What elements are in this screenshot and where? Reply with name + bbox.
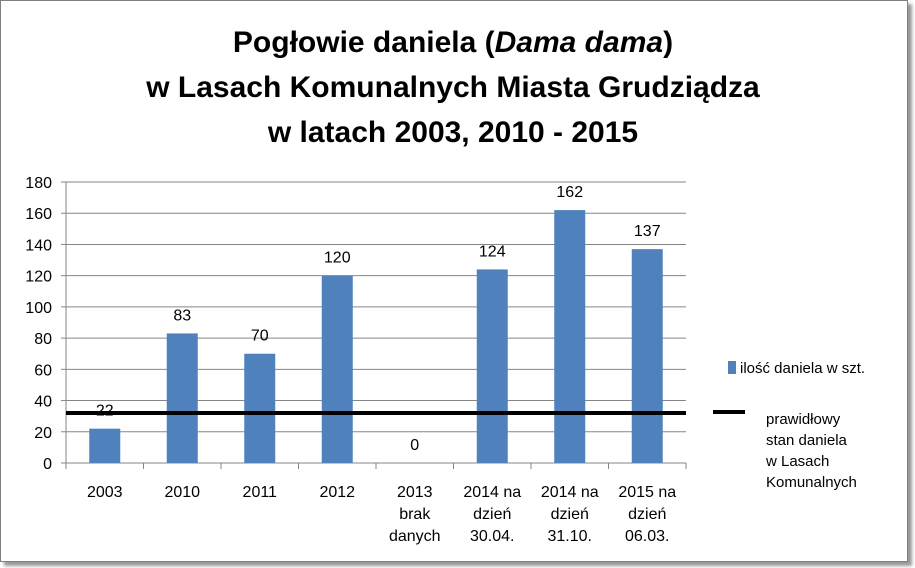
legend-swatch-series (728, 361, 736, 374)
x-tick-label-1-0: 2010 (164, 484, 200, 501)
chart-title-line-1: Pogłowie daniela (Dama dama) (232, 26, 674, 59)
legend-label-reference-0: prawidłowy (766, 411, 841, 428)
legend-label-reference-1: stan daniela (766, 432, 848, 449)
bar-0 (89, 428, 121, 463)
bar-5 (476, 269, 508, 463)
x-tick-label-2-0: 2011 (243, 484, 278, 501)
y-tick-label-140: 140 (25, 237, 52, 254)
data-label-3: 120 (324, 250, 351, 267)
x-tick-label-4-2: danych (389, 528, 441, 545)
x-tick-label-6-1: dzień (551, 506, 589, 523)
y-tick-label-60: 60 (34, 362, 52, 379)
chart-title-species: Dama dama (494, 26, 664, 59)
x-tick-label-7-1: dzień (628, 506, 666, 523)
data-label-6: 162 (556, 184, 583, 201)
x-tick-label-5-0: 2014 na (463, 484, 521, 501)
x-tick-label-0-0: 2003 (87, 484, 123, 501)
x-tick-label-5-2: 30.04. (470, 528, 514, 545)
x-tick-label-4-1: brak (399, 506, 431, 523)
legend-label-reference-3: Komunalnych (766, 474, 857, 491)
data-label-1: 83 (173, 307, 191, 324)
chart-title-line-3: w latach 2003, 2010 - 2015 (267, 116, 639, 149)
x-tick-label-6-2: 31.10. (548, 528, 592, 545)
data-label-7: 137 (634, 223, 661, 240)
chart-title-line-2: w Lasach Komunalnych Miasta Grudziądza (146, 71, 760, 104)
bar-1 (166, 333, 198, 463)
bar-3 (321, 275, 353, 463)
y-tick-label-100: 100 (25, 300, 52, 317)
y-tick-label-0: 0 (43, 456, 52, 473)
x-tick-label-7-2: 06.03. (625, 528, 669, 545)
legend-label-reference-2: w Lasach (765, 453, 829, 470)
x-tick-label-6-0: 2014 na (541, 484, 599, 501)
y-tick-label-80: 80 (34, 331, 52, 348)
x-tick-label-4-0: 2013 (397, 484, 433, 501)
x-tick-label-5-1: dzień (473, 506, 511, 523)
x-tick-label-3-0: 2012 (319, 484, 355, 501)
bar-6 (554, 210, 586, 463)
chart-title: Pogłowie daniela (Dama dama) w Lasach Ko… (0, 20, 906, 155)
bar-2 (244, 353, 276, 463)
x-tick-label-7-0: 2015 na (618, 484, 676, 501)
y-tick-label-20: 20 (34, 425, 52, 442)
y-tick-label-160: 160 (25, 206, 52, 223)
legend-label-series: ilość daniela w szt. (740, 360, 865, 377)
bar-7 (631, 249, 663, 463)
y-tick-label-180: 180 (25, 175, 52, 192)
y-tick-label-40: 40 (34, 394, 52, 411)
data-label-5: 124 (479, 243, 506, 260)
data-label-2: 70 (251, 328, 269, 345)
y-tick-label-120: 120 (25, 269, 52, 286)
data-label-4: 0 (410, 437, 419, 454)
